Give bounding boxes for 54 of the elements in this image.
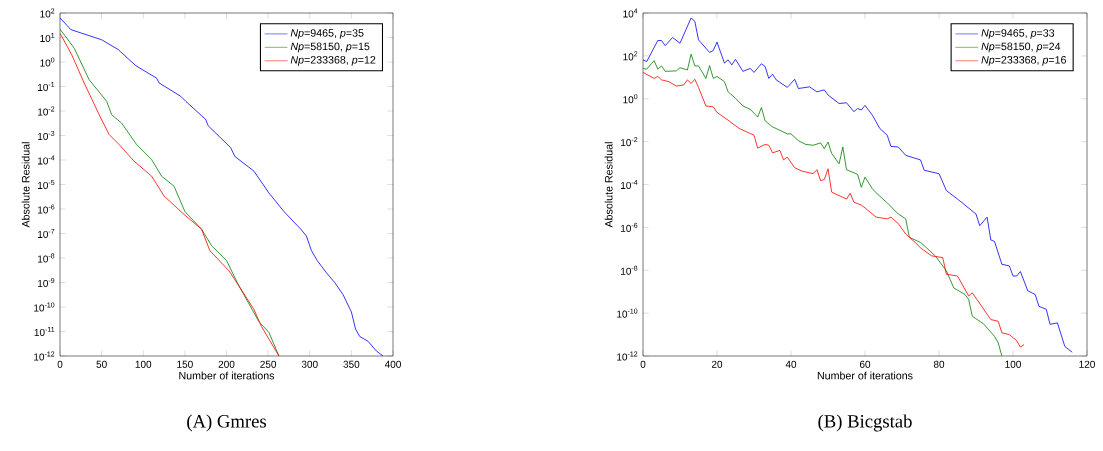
y-tick-label: 10$^{-6}$: [38, 204, 55, 214]
x-tick-label: 400: [384, 360, 401, 368]
x-tick-label: 60: [859, 360, 871, 368]
y-tick-label: 10$^{-2}$: [38, 106, 55, 116]
x-tick-label: 50: [96, 360, 107, 368]
x-tick-label: 200: [218, 360, 235, 368]
x-tick-label: 0: [57, 360, 63, 368]
x-tick-label: 350: [343, 360, 360, 368]
y-tick-label: 10$^{-11}$: [34, 327, 55, 336]
x-tick-label: 80: [933, 360, 945, 368]
legend-label: Np=9465, p=35: [290, 29, 364, 39]
y-tick-label: 10$^{-3}$: [38, 131, 55, 141]
y-tick-label: 10$^{-8}$: [621, 265, 638, 275]
line-series: [60, 17, 384, 357]
x-tick-label: 250: [260, 360, 277, 368]
legend-label: Np=233368, p=12: [290, 56, 376, 66]
y-tick-label: 10$^{1}$: [40, 33, 55, 42]
y-tick-label: 10$^{-2}$: [621, 137, 638, 147]
legend-label: Np=9465, p=33: [981, 29, 1055, 39]
x-tick-label: 100: [135, 360, 152, 368]
x-axis-title: Number of iterations: [817, 371, 913, 380]
y-tick-label: 10$^{-5}$: [38, 180, 55, 189]
x-tick-label: 120: [1079, 360, 1095, 368]
y-tick-label: 10$^{2}$: [40, 8, 55, 18]
text: (B) Bicgstab: [818, 414, 912, 432]
legend-label: Np=58150, p=15: [290, 42, 370, 53]
y-tick-label: 10$^{-4}$: [38, 155, 55, 165]
y-tick-label: 10$^{-10}$: [617, 308, 638, 318]
y-tick-label: 10$^{0}$: [40, 57, 55, 67]
y-tick-label: 10$^{-7}$: [38, 229, 55, 238]
y-tick-label: 10$^{-1}$: [38, 82, 55, 91]
y-tick-label: 10$^{-9}$: [38, 278, 55, 288]
x-tick-label: 150: [177, 360, 193, 368]
legend-label: Np=233368, p=16: [981, 56, 1067, 66]
y-tick-label: 10$^{-4}$: [621, 180, 638, 189]
y-tick-label: 10$^{2}$: [623, 51, 638, 61]
x-tick-label: 0: [640, 360, 646, 368]
x-axis-title: Number of iterations: [179, 371, 275, 380]
y-axis-title: Absolute Residual: [604, 142, 613, 228]
y-tick-label: 10$^{-12}$: [34, 351, 55, 361]
y-tick-label: 10$^{-10}$: [34, 302, 55, 312]
y-tick-label: 10$^{-12}$: [617, 351, 638, 361]
y-tick-label: 10$^{4}$: [623, 8, 638, 18]
y-tick-label: 10$^{0}$: [623, 94, 638, 104]
x-tick-label: 20: [711, 360, 723, 368]
text: (A) Gmres: [187, 414, 266, 432]
x-tick-label: 300: [301, 360, 318, 368]
y-tick-label: 10$^{-6}$: [621, 222, 638, 232]
y-axis-title: Absolute Residual: [21, 142, 30, 228]
line-series: [643, 17, 1073, 353]
legend-label: Np=58150, p=24: [981, 42, 1061, 53]
x-tick-label: 100: [1005, 360, 1021, 368]
x-tick-label: 40: [785, 360, 797, 368]
y-tick-label: 10$^{-8}$: [38, 253, 55, 263]
